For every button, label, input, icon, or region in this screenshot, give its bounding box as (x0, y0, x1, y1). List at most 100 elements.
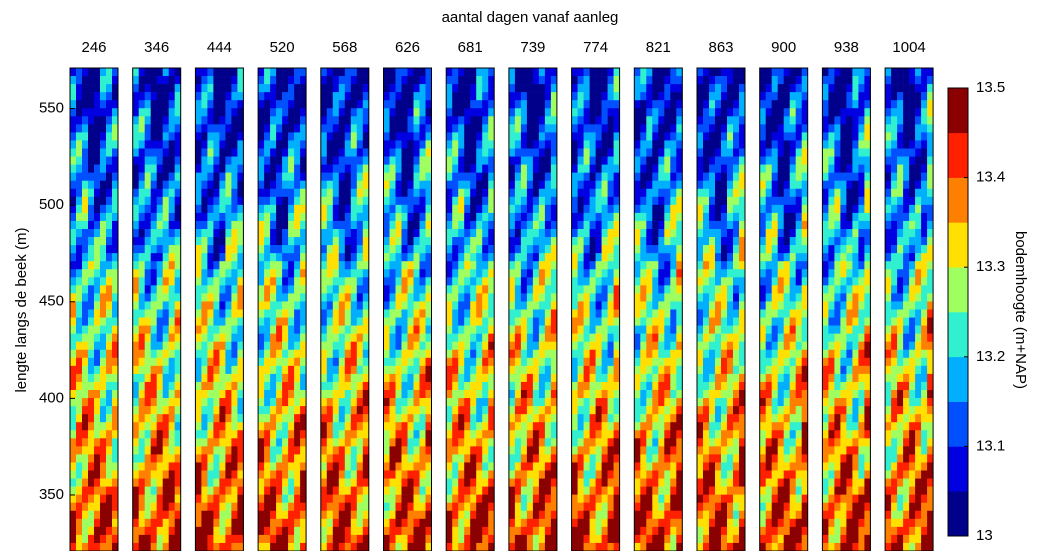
contour-cell (464, 108, 471, 117)
contour-cell (446, 478, 453, 487)
contour-cell (219, 534, 226, 544)
contour-cell (320, 293, 328, 302)
contour-cell (419, 285, 426, 294)
contour-cell (94, 510, 101, 520)
contour-cell (709, 156, 716, 165)
contour-cell (332, 406, 340, 415)
contour-cell (703, 156, 710, 165)
contour-cell (526, 124, 534, 133)
contour-cell (70, 325, 77, 334)
contour-cell (640, 438, 647, 447)
contour-cell (538, 438, 546, 447)
contour-cell (356, 534, 364, 544)
contour-cell (413, 398, 420, 407)
contour-cell (595, 510, 602, 520)
contour-cell (538, 253, 546, 262)
contour-cell (326, 373, 334, 383)
contour-cell (362, 293, 370, 302)
contour-cell (300, 478, 307, 487)
contour-cell (470, 454, 477, 463)
contour-cell (607, 261, 614, 270)
contour-cell (676, 462, 683, 471)
contour-cell (514, 502, 522, 512)
contour-cell (100, 381, 107, 391)
contour-cell (508, 100, 516, 109)
contour-cell (640, 454, 647, 463)
contour-cell (88, 92, 95, 101)
contour-cell (634, 430, 641, 439)
contour-cell (464, 462, 471, 471)
contour-cell (413, 430, 420, 439)
contour-cell (195, 478, 202, 487)
contour-cell (231, 156, 238, 165)
contour-cell (470, 349, 477, 359)
contour-cell (613, 245, 620, 254)
contour-cell (132, 390, 139, 399)
contour-cell (350, 349, 358, 359)
contour-cell (112, 261, 119, 270)
contour-cell (589, 454, 596, 463)
contour-cell (300, 92, 307, 101)
contour-cell (94, 188, 101, 198)
contour-cell (76, 446, 83, 455)
contour-cell (70, 68, 77, 77)
contour-cell (634, 116, 641, 125)
contour-cell (583, 116, 590, 125)
contour-cell (362, 365, 370, 375)
contour-cell (201, 325, 208, 334)
contour-cell (225, 229, 232, 238)
contour-cell (82, 502, 89, 512)
contour-cell (350, 333, 358, 342)
contour-cell (320, 317, 328, 326)
contour-cell (709, 92, 716, 101)
contour-cell (168, 390, 175, 399)
contour-cell (138, 68, 145, 77)
contour-cell (670, 462, 677, 471)
contour-cell (601, 478, 608, 487)
contour-cell (213, 124, 220, 133)
contour-cell (607, 542, 614, 552)
contour-cell (138, 454, 145, 463)
contour-cell (482, 100, 489, 109)
contour-cell (613, 196, 620, 206)
contour-cell (676, 478, 683, 487)
contour-cell (168, 398, 175, 407)
contour-cell (601, 510, 608, 520)
contour-cell (595, 534, 602, 544)
contour-cell (452, 406, 459, 415)
contour-cell (703, 164, 710, 173)
contour-cell (550, 76, 558, 85)
contour-cell (237, 188, 244, 198)
contour-cell (401, 357, 408, 367)
contour-cell (70, 84, 77, 93)
contour-cell (100, 180, 107, 190)
contour-cell (470, 156, 477, 165)
contour-cell (270, 414, 277, 423)
contour-cell (482, 534, 489, 544)
contour-cell (350, 542, 358, 552)
contour-cell (344, 454, 352, 463)
contour-cell (326, 542, 334, 552)
contour-cell (389, 301, 396, 310)
contour-cell (201, 68, 208, 77)
contour-cell (601, 285, 608, 294)
contour-cell (112, 486, 119, 495)
contour-cell (583, 285, 590, 294)
contour-cell (550, 325, 558, 334)
contour-cell (100, 156, 107, 165)
contour-cell (514, 253, 522, 262)
contour-cell (106, 398, 113, 407)
contour-cell (76, 116, 83, 125)
contour-cell (577, 486, 584, 495)
contour-cell (300, 542, 307, 552)
contour-cell (425, 76, 432, 85)
contour-cell (739, 100, 746, 109)
contour-cell (595, 108, 602, 117)
contour-cell (634, 188, 641, 198)
contour-cell (195, 68, 202, 77)
contour-cell (88, 220, 95, 230)
contour-cell (538, 333, 546, 342)
contour-cell (144, 414, 151, 423)
contour-cell (715, 229, 722, 238)
contour-cell (76, 164, 83, 173)
